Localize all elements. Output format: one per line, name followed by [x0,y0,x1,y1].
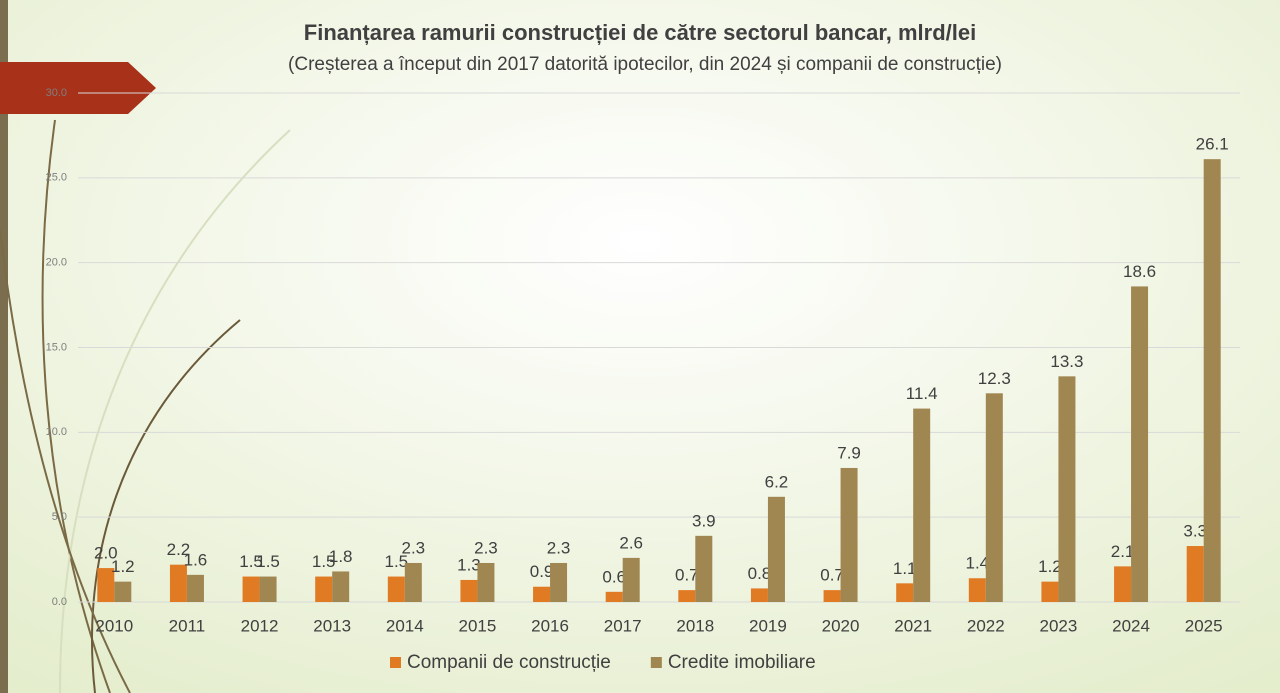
value-label: 3.9 [692,511,716,530]
bar [259,576,277,602]
decoration [0,119,291,693]
value-label: 1.2 [111,557,135,576]
x-tick-label: 2012 [241,616,279,635]
y-tick-label: 20.0 [46,257,67,269]
bar [985,393,1003,602]
x-tick-label: 2017 [604,616,642,635]
value-label: 0.6 [602,567,626,586]
x-tick-label: 2014 [386,616,424,635]
bar [605,591,623,602]
bar [533,586,551,602]
legend-label: Credite imobiliare [668,652,816,673]
bar [315,576,333,602]
y-tick-label: 30.0 [46,87,67,99]
bar [1058,376,1076,602]
value-label: 1.5 [312,552,336,571]
bar [678,590,696,602]
value-label: 3.3 [1183,521,1207,540]
value-label: 0.7 [675,566,699,585]
plot: 0.05.010.015.020.025.030.020102.01.22011… [46,87,1240,673]
arrow-shape [0,62,156,114]
bar [460,579,478,602]
x-tick-label: 2013 [313,616,351,635]
x-tick-label: 2016 [531,616,569,635]
bar [186,574,204,602]
bar [622,557,640,602]
bar [1041,581,1059,602]
value-label: 0.9 [530,562,554,581]
bar [913,408,931,602]
bar [1203,159,1221,603]
value-label: 1.8 [329,547,353,566]
x-tick-label: 2024 [1112,616,1150,635]
bar [1131,286,1149,602]
bar [1114,566,1132,602]
chart-subtitle: (Creșterea a început din 2017 datorită i… [288,54,1002,75]
value-label: 2.6 [619,533,643,552]
x-tick-label: 2011 [169,616,206,635]
y-tick-label: 10.0 [46,426,67,438]
bar [97,568,115,602]
value-label: 1.3 [457,555,481,574]
value-label: 1.2 [1038,557,1062,576]
bar [896,583,914,602]
bar [695,535,713,602]
value-label: 18.6 [1123,262,1156,281]
value-label: 12.3 [978,369,1011,388]
value-label: 1.5 [384,552,408,571]
legend-swatch [650,657,662,668]
x-tick-label: 2025 [1185,616,1223,635]
x-tick-label: 2019 [749,616,787,635]
x-tick-label: 2015 [459,616,497,635]
value-label: 7.9 [837,443,861,462]
bar [1186,546,1204,602]
x-tick-label: 2020 [822,616,860,635]
x-tick-label: 2010 [95,616,133,635]
bar [169,564,187,602]
value-label: 1.5 [239,552,263,571]
bar [404,562,422,602]
value-label: 2.3 [401,538,425,557]
value-label: 1.4 [965,554,989,573]
x-tick-label: 2021 [894,616,932,635]
bar [767,496,785,602]
bar [550,562,568,602]
x-tick-label: 2022 [967,616,1005,635]
bar [114,581,132,602]
value-label: 13.3 [1050,352,1083,371]
value-label: 2.2 [167,540,191,559]
x-tick-label: 2018 [676,616,714,635]
value-label: 26.1 [1196,135,1229,154]
bar [840,467,858,602]
chart-title: Finanțarea ramurii construcției de către… [304,20,976,45]
y-tick-label: 5.0 [52,511,67,523]
bar [477,562,495,602]
legend-label: Companii de construcție [407,652,611,673]
value-label: 2.1 [1111,542,1135,561]
x-tick-label: 2023 [1040,616,1078,635]
left-stripe [0,0,8,693]
y-tick-label: 25.0 [46,172,67,184]
value-label: 1.5 [256,552,280,571]
bar [823,590,841,602]
value-label: 11.4 [906,384,938,403]
value-label: 2.0 [94,544,118,563]
bar [332,571,350,602]
value-label: 0.7 [820,566,844,585]
value-label: 1.1 [893,559,917,578]
value-label: 0.8 [748,564,772,583]
value-label: 6.2 [765,472,789,491]
y-tick-label: 0.0 [52,596,67,608]
bar [242,576,260,602]
legend-swatch [390,657,401,668]
bar [750,588,768,602]
value-label: 2.3 [547,538,571,557]
y-tick-label: 15.0 [46,341,67,353]
bar [968,578,986,602]
value-label: 1.6 [184,550,208,569]
value-label: 2.3 [474,538,498,557]
bar [387,576,405,602]
